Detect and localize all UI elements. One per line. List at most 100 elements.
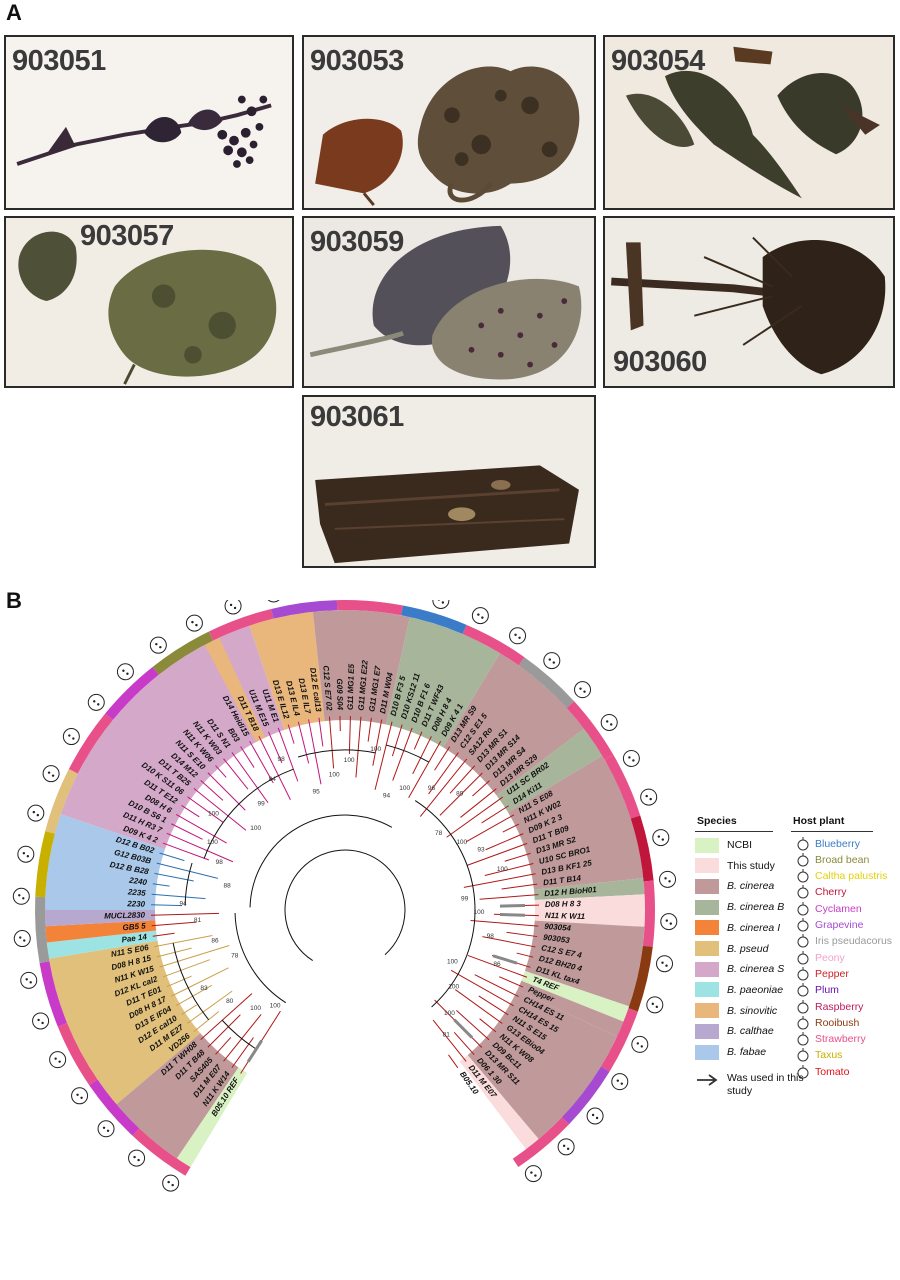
host-icon-seed [23, 939, 26, 942]
host-ring-segment [35, 831, 55, 898]
tip-branch [156, 862, 218, 879]
host-legend-item: Plum [795, 982, 839, 999]
tip-branch [467, 954, 528, 978]
tip-branch [151, 893, 206, 900]
host-ring-segment [401, 605, 467, 635]
host-legend-item: Blueberry [795, 835, 860, 852]
host-icon [586, 1107, 604, 1125]
species-swatch [695, 920, 719, 936]
host-ring-segment [566, 701, 614, 760]
host-icon [42, 765, 60, 783]
species-legend-item: B. cinerea S [695, 961, 784, 977]
species-sector [524, 920, 645, 1007]
host-icon-seed [22, 897, 25, 900]
bootstrap-label: 99 [461, 895, 469, 902]
cherry-icon [797, 885, 809, 899]
species-sector [249, 611, 325, 730]
host-icon-seed [595, 1116, 599, 1120]
tip-branch [215, 765, 227, 778]
tip-branch [428, 752, 459, 795]
bootstrap-label: 89 [456, 791, 464, 798]
tip-branch [207, 1014, 241, 1048]
host-ring-segment [45, 769, 78, 834]
specimen-903060-image [611, 236, 886, 375]
tip-branch [151, 904, 183, 907]
tip-branch [277, 727, 299, 782]
species-sector [459, 1055, 539, 1150]
tip-branch [154, 872, 194, 882]
species-legend-item: B. cinerea B [695, 899, 784, 915]
host-icon [622, 749, 640, 767]
tip-label: G11 MG1 E22 [357, 659, 370, 711]
used-in-study-label: Was used in this study [727, 1072, 804, 1097]
tip-branch [472, 780, 490, 797]
host-icon-seed [18, 894, 21, 897]
tip-branch [498, 976, 524, 988]
species-swatch [695, 982, 719, 998]
bootstrap-values: 100 100 80 83 78 86 81 94 88 98 100 100 100 99 84 98 95 1… [179, 746, 508, 1039]
internal-branch [184, 862, 193, 906]
bootstrap-label: 100 [399, 785, 410, 792]
host-icon-seed [233, 606, 237, 610]
tomato-icon [797, 1064, 809, 1079]
host-icon [149, 636, 167, 654]
species-name: B. cinerea B [727, 901, 785, 914]
host-icon-seed [649, 797, 652, 801]
species-sector [517, 980, 624, 1037]
host-icon [509, 627, 527, 645]
species-legend-rule [695, 831, 773, 832]
species-legend-title: Species [697, 815, 737, 827]
host-icon [49, 1051, 67, 1069]
host-icon [524, 1165, 542, 1183]
tip-branch [453, 1031, 475, 1056]
species-name: B. cinerea S [727, 963, 785, 976]
specimen-photo-903053: 903053 [302, 35, 596, 210]
host-icon [574, 681, 592, 699]
host-name: Grapevine [815, 919, 864, 931]
host-icon [71, 1087, 89, 1105]
tip-branch [162, 842, 210, 861]
bootstrap-label: 81 [194, 917, 202, 924]
tip-label: GB5 5 [122, 921, 146, 932]
host-ring-segment [39, 961, 68, 1027]
host-icon [543, 652, 561, 670]
host-icon-seed [562, 1144, 566, 1148]
host-icon-seed [76, 1093, 79, 1097]
host-icon [471, 607, 489, 625]
internal-branch [172, 942, 210, 1021]
tip-branch [175, 984, 213, 1006]
host-icon-seed [47, 771, 51, 774]
internal-branch [234, 912, 287, 1004]
host-icon-seed [68, 734, 71, 737]
host-icon-seed [36, 813, 40, 817]
host-icon-seed [664, 877, 667, 880]
tip-label: 2240 [128, 876, 148, 888]
host-legend-item: Peony [795, 949, 845, 966]
tip-branch [465, 814, 515, 843]
tip-branch [460, 788, 497, 818]
specimen-label: 903054 [611, 45, 705, 77]
raspberry-icon [797, 999, 809, 1013]
species-legend-item: B. pseud [695, 941, 768, 957]
specimen-photo-903051: 903051 [4, 35, 294, 210]
bootstrap-label: 94 [179, 901, 187, 908]
species-name: B. cinerea [727, 880, 775, 893]
bootstrap-label: 78 [231, 952, 239, 959]
host-name: Broad bean [815, 853, 870, 866]
tip-label: 2235 [127, 887, 147, 898]
host-ring-segment [601, 1008, 638, 1072]
host-icon-seed [481, 616, 484, 619]
arrow-icon [697, 1074, 718, 1086]
species-name: B. pseud [727, 942, 769, 955]
host-icon [27, 804, 45, 822]
tip-branch [151, 921, 197, 927]
specimen-903057-image [18, 231, 277, 385]
species-sector [204, 637, 266, 743]
host-icon-seed [58, 1060, 61, 1063]
bootstrap-label: 100 [208, 810, 219, 817]
host-icon-seed [229, 603, 233, 607]
tip-branch [268, 731, 283, 764]
host-icon-seed [530, 1171, 533, 1174]
tip-branch [287, 724, 295, 744]
